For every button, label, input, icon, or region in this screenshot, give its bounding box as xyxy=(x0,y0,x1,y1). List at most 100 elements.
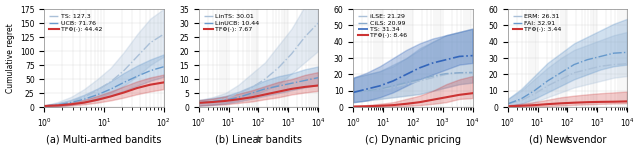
LinUCB: 10.44: (1.29e+03, 8.5): 10.44: (1.29e+03, 8.5) xyxy=(288,82,296,84)
CiLS: 20.99: (21.5, 13): 20.99: (21.5, 13) xyxy=(389,85,397,87)
ERM: 26.31: (7.74, 8): 26.31: (7.74, 8) xyxy=(531,93,538,95)
TFΦ(·): 8.46: (7.74, 0.8): 8.46: (7.74, 0.8) xyxy=(376,105,383,107)
LinTS: 30.01: (1.29e+03, 19): 30.01: (1.29e+03, 19) xyxy=(288,53,296,55)
Line: LinUCB: 10.44: LinUCB: 10.44 xyxy=(199,78,318,103)
ERM: 26.31: (1.29e+03, 25): 26.31: (1.29e+03, 25) xyxy=(596,65,604,67)
X-axis label: t: t xyxy=(102,135,106,144)
TFΦ(·): 7.67: (59.9, 3.5): 7.67: (59.9, 3.5) xyxy=(248,96,255,98)
FAI: 32.91: (3.59e+03, 33): 32.91: (3.59e+03, 33) xyxy=(610,52,618,54)
UCB: 71.76: (100, 72): 71.76: (100, 72) xyxy=(160,66,168,68)
FAI: 32.91: (7.74, 10): 32.91: (7.74, 10) xyxy=(531,90,538,92)
TFΦ(·): 44.42: (7.74, 13): 44.42: (7.74, 13) xyxy=(93,99,101,101)
CiLS: 20.99: (167, 17): 20.99: (167, 17) xyxy=(416,78,424,80)
CiLS: 20.99: (1, 9): 20.99: (1, 9) xyxy=(349,91,357,93)
TFΦ(·): 7.67: (1e+04, 7.7): 7.67: (1e+04, 7.7) xyxy=(314,85,322,87)
TFΦ(·): 7.67: (7.74, 2.2): 7.67: (7.74, 2.2) xyxy=(221,100,229,102)
ERM: 26.31: (464, 23): 26.31: (464, 23) xyxy=(584,68,591,70)
TFΦ(·): 3.44: (2.78, 0.8): 3.44: (2.78, 0.8) xyxy=(517,105,525,107)
UCB: 71.76: (1.67, 4): 71.76: (1.67, 4) xyxy=(54,104,61,106)
ERM: 26.31: (59.9, 17): 26.31: (59.9, 17) xyxy=(557,78,564,80)
TFΦ(·): 7.67: (3.59e+03, 7.2): 7.67: (3.59e+03, 7.2) xyxy=(301,86,308,88)
LinTS: 30.01: (1e+04, 30): 30.01: (1e+04, 30) xyxy=(314,22,322,24)
TFΦ(·): 7.67: (464, 5.5): 7.67: (464, 5.5) xyxy=(275,91,282,93)
TS: 127.3: (1.67, 5): 127.3: (1.67, 5) xyxy=(54,103,61,105)
TFΦ(·): 8.46: (2.78, 0.5): 8.46: (2.78, 0.5) xyxy=(363,105,371,107)
X-axis label: t: t xyxy=(412,135,415,144)
X-axis label: t: t xyxy=(257,135,260,144)
TFΦ(·): 44.42: (59.9, 40): 44.42: (59.9, 40) xyxy=(147,84,154,86)
LinTS: 30.01: (167, 10): 30.01: (167, 10) xyxy=(261,78,269,80)
TS: 31.34: (1.29e+03, 29): 31.34: (1.29e+03, 29) xyxy=(442,59,450,61)
UCB: 71.76: (1, 2): 71.76: (1, 2) xyxy=(40,105,48,107)
TFΦ(·): 3.44: (167, 2.7): 3.44: (167, 2.7) xyxy=(570,102,578,104)
CiLS: 20.99: (7.74, 11): 20.99: (7.74, 11) xyxy=(376,88,383,90)
iLSE: 21.29: (2.78, 10): 21.29: (2.78, 10) xyxy=(363,90,371,92)
TFΦ(·): 8.46: (1, 0.3): 8.46: (1, 0.3) xyxy=(349,106,357,108)
Line: ERM: 26.31: ERM: 26.31 xyxy=(508,64,627,104)
TFΦ(·): 8.46: (167, 3): 8.46: (167, 3) xyxy=(416,101,424,103)
Text: (c) Dynamic pricing: (c) Dynamic pricing xyxy=(365,135,461,145)
TFΦ(·): 3.44: (3.59e+03, 3.3): 3.44: (3.59e+03, 3.3) xyxy=(610,101,618,103)
TFΦ(·): 8.46: (21.5, 1.2): 8.46: (21.5, 1.2) xyxy=(389,104,397,106)
TFΦ(·): 44.42: (1, 2): 44.42: (1, 2) xyxy=(40,105,48,107)
UCB: 71.76: (12.9, 32): 71.76: (12.9, 32) xyxy=(107,88,115,90)
TFΦ(·): 3.44: (21.5, 1.8): 3.44: (21.5, 1.8) xyxy=(543,103,551,105)
ERM: 26.31: (3.59e+03, 26): 26.31: (3.59e+03, 26) xyxy=(610,64,618,66)
UCB: 71.76: (7.74, 22): 71.76: (7.74, 22) xyxy=(93,94,101,96)
CiLS: 20.99: (59.9, 15): 20.99: (59.9, 15) xyxy=(403,81,410,84)
TFΦ(·): 44.42: (21.5, 26): 44.42: (21.5, 26) xyxy=(120,92,127,94)
Legend: iLSE: 21.29, CiLS: 20.99, TS: 31.34, TFΦ(·): 8.46: iLSE: 21.29, CiLS: 20.99, TS: 31.34, TFΦ… xyxy=(356,12,408,40)
UCB: 71.76: (59.9, 65): 71.76: (59.9, 65) xyxy=(147,70,154,72)
TS: 31.34: (3.59e+03, 31): 31.34: (3.59e+03, 31) xyxy=(456,55,463,57)
UCB: 71.76: (21.5, 44): 71.76: (21.5, 44) xyxy=(120,81,127,84)
CiLS: 20.99: (3.59e+03, 21): 20.99: (3.59e+03, 21) xyxy=(456,72,463,74)
TS: 31.34: (1, 9): 31.34: (1, 9) xyxy=(349,91,357,93)
LinUCB: 10.44: (2.78, 2): 10.44: (2.78, 2) xyxy=(208,101,216,103)
Line: LinTS: 30.01: LinTS: 30.01 xyxy=(199,23,318,103)
TS: 127.3: (12.9, 45): 127.3: (12.9, 45) xyxy=(107,81,115,83)
iLSE: 21.29: (1.29e+03, 20): 21.29: (1.29e+03, 20) xyxy=(442,73,450,75)
Text: (a) Multi-armed bandits: (a) Multi-armed bandits xyxy=(46,135,162,145)
TS: 31.34: (1e+04, 31.5): 31.34: (1e+04, 31.5) xyxy=(468,55,476,57)
Line: TFΦ(·): 3.44: TFΦ(·): 3.44 xyxy=(508,101,627,106)
ERM: 26.31: (167, 21): 26.31: (167, 21) xyxy=(570,72,578,74)
ERM: 26.31: (21.5, 13): 26.31: (21.5, 13) xyxy=(543,85,551,87)
iLSE: 21.29: (21.5, 12): 21.29: (21.5, 12) xyxy=(389,87,397,89)
CiLS: 20.99: (1.29e+03, 20.5): 20.99: (1.29e+03, 20.5) xyxy=(442,73,450,75)
Text: (d) Newsvendor: (d) Newsvendor xyxy=(529,135,606,145)
Legend: LinTS: 30.01, LinUCB: 10.44, TFΦ(·): 7.67: LinTS: 30.01, LinUCB: 10.44, TFΦ(·): 7.6… xyxy=(202,12,261,34)
LinTS: 30.01: (3.59e+03, 25): 30.01: (3.59e+03, 25) xyxy=(301,36,308,38)
Y-axis label: Cumulative regret: Cumulative regret xyxy=(6,23,15,93)
iLSE: 21.29: (3.59e+03, 21): 21.29: (3.59e+03, 21) xyxy=(456,72,463,74)
X-axis label: t: t xyxy=(566,135,569,144)
TFΦ(·): 7.67: (1.29e+03, 6.5): 7.67: (1.29e+03, 6.5) xyxy=(288,88,296,90)
Line: TS: 127.3: TS: 127.3 xyxy=(44,34,164,106)
FAI: 32.91: (167, 26): 32.91: (167, 26) xyxy=(570,64,578,66)
LinUCB: 10.44: (3.59e+03, 9.5): 10.44: (3.59e+03, 9.5) xyxy=(301,79,308,81)
LinTS: 30.01: (7.74, 3): 30.01: (7.74, 3) xyxy=(221,98,229,100)
FAI: 32.91: (21.5, 16): 32.91: (21.5, 16) xyxy=(543,80,551,82)
TFΦ(·): 44.42: (1.67, 3): 44.42: (1.67, 3) xyxy=(54,104,61,106)
TFΦ(·): 44.42: (12.9, 19): 44.42: (12.9, 19) xyxy=(107,96,115,98)
Legend: TS: 127.3, UCB: 71.76, TFΦ(·): 44.42: TS: 127.3, UCB: 71.76, TFΦ(·): 44.42 xyxy=(47,12,104,34)
Line: TFΦ(·): 7.67: TFΦ(·): 7.67 xyxy=(199,86,318,103)
LinUCB: 10.44: (464, 7.5): 10.44: (464, 7.5) xyxy=(275,85,282,87)
TS: 31.34: (2.78, 11): 31.34: (2.78, 11) xyxy=(363,88,371,90)
Line: TS: 31.34: TS: 31.34 xyxy=(353,56,472,92)
LinUCB: 10.44: (59.9, 5): 10.44: (59.9, 5) xyxy=(248,92,255,94)
TFΦ(·): 44.42: (100, 44): 44.42: (100, 44) xyxy=(160,81,168,84)
TFΦ(·): 44.42: (35.9, 34): 44.42: (35.9, 34) xyxy=(133,87,141,89)
FAI: 32.91: (464, 29): 32.91: (464, 29) xyxy=(584,59,591,61)
LinTS: 30.01: (464, 14): 30.01: (464, 14) xyxy=(275,67,282,69)
ERM: 26.31: (2.78, 4): 26.31: (2.78, 4) xyxy=(517,100,525,102)
TS: 127.3: (21.5, 65): 127.3: (21.5, 65) xyxy=(120,70,127,72)
LinTS: 30.01: (1, 1.5): 30.01: (1, 1.5) xyxy=(195,102,203,104)
CiLS: 20.99: (2.78, 10): 20.99: (2.78, 10) xyxy=(363,90,371,92)
Line: FAI: 32.91: FAI: 32.91 xyxy=(508,52,627,104)
TFΦ(·): 7.67: (2.78, 1.8): 7.67: (2.78, 1.8) xyxy=(208,101,216,103)
TFΦ(·): 8.46: (1.29e+03, 6): 8.46: (1.29e+03, 6) xyxy=(442,96,450,98)
iLSE: 21.29: (464, 18): 21.29: (464, 18) xyxy=(429,77,436,79)
TFΦ(·): 7.67: (1, 1.5): 7.67: (1, 1.5) xyxy=(195,102,203,104)
TFΦ(·): 8.46: (59.9, 2): 8.46: (59.9, 2) xyxy=(403,103,410,105)
TS: 31.34: (464, 27): 31.34: (464, 27) xyxy=(429,62,436,64)
